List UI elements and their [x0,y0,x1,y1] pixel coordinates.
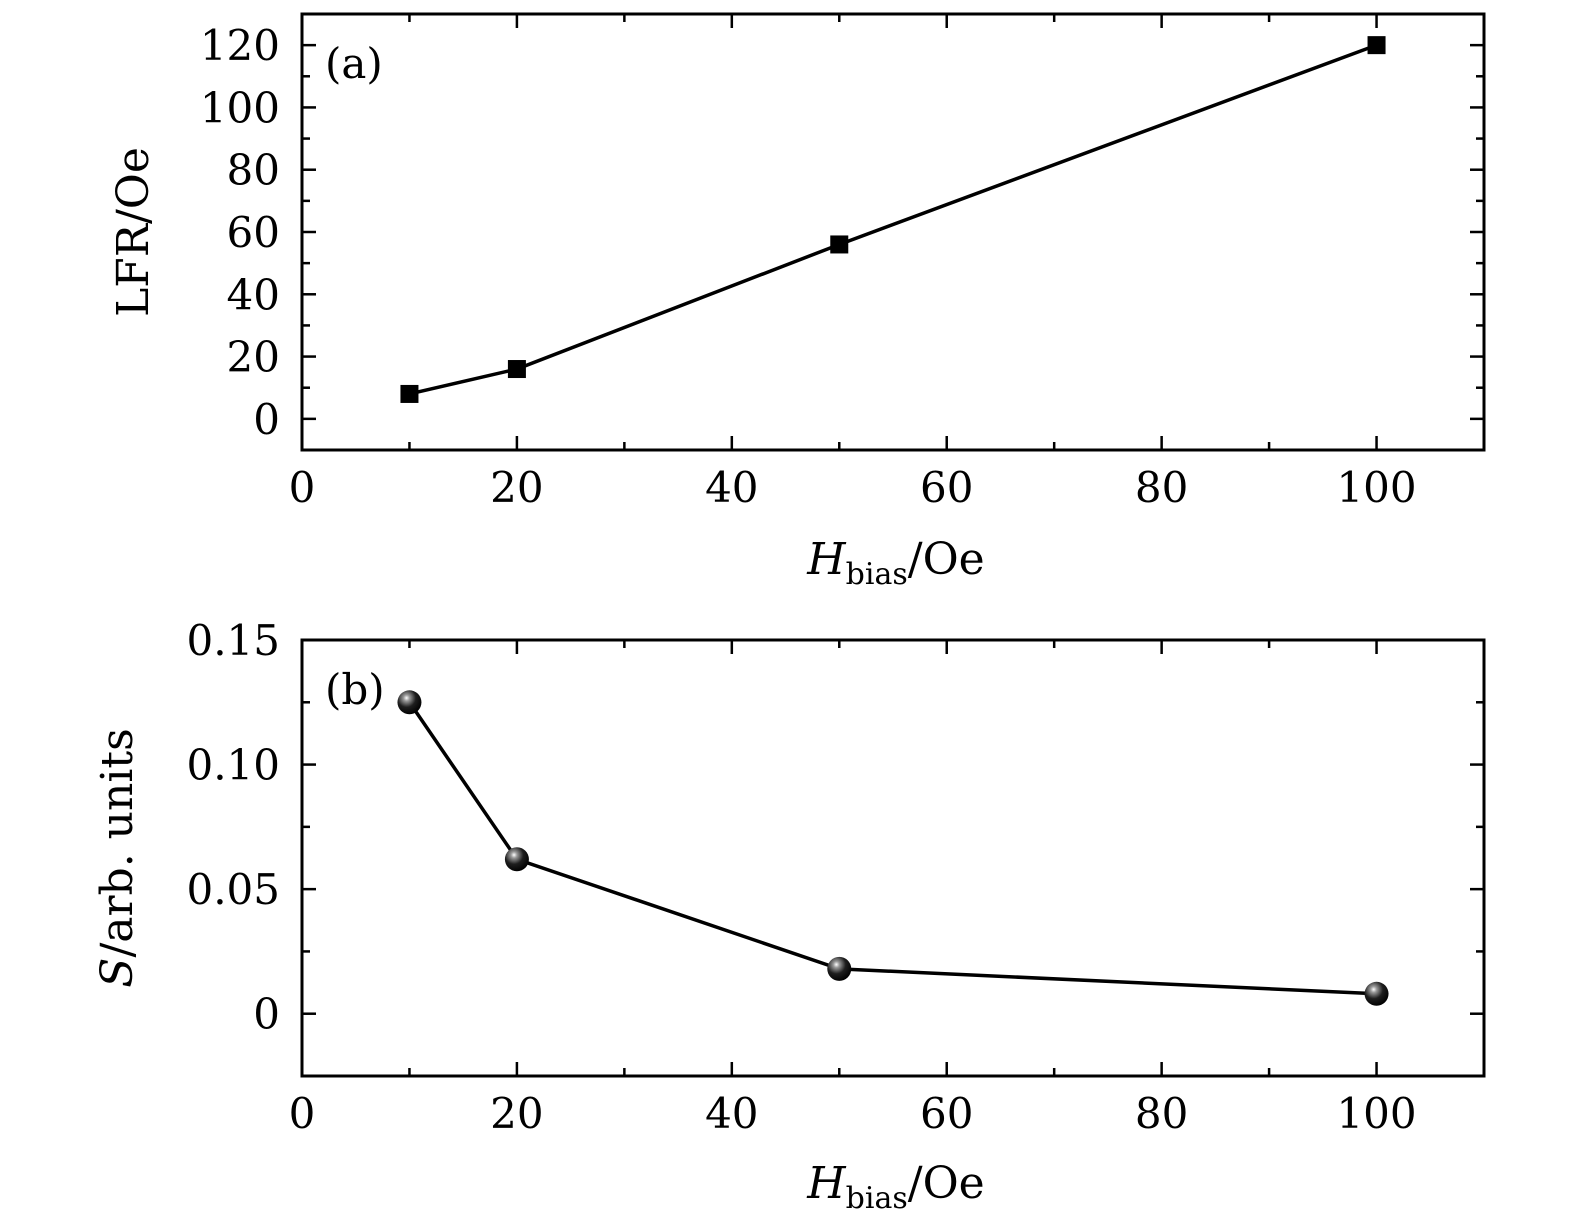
x-axis-title-a-unit: /Oe [908,534,985,585]
x-tick-label-a: 100 [1336,463,1416,512]
panel-label-b: (b) [325,665,385,714]
x-tick-label-a: 80 [1135,463,1188,512]
data-point-b [504,847,529,872]
x-tick-label-a: 60 [920,463,973,512]
x-tick-label-a: 20 [490,463,543,512]
plot-frame-a [300,12,1486,452]
data-point-a [507,360,526,379]
x-tick-label-b: 80 [1135,1089,1188,1138]
y-axis-title-a-unit: /Oe [108,147,159,224]
x-tick-label-b: 100 [1336,1089,1416,1138]
svg-text:LFR/Oe: LFR/Oe [108,147,159,317]
y-tick-label-a: 20 [227,333,280,382]
svg-text:S/arb. units: S/arb. units [92,728,143,987]
plot-frame-b [300,638,1486,1078]
y-tick-label-a: 120 [200,21,280,70]
y-tick-label-b: 0.05 [186,865,280,914]
x-axis-title-a-main: H [806,534,847,585]
x-tick-label-b: 20 [490,1089,543,1138]
x-axis-title-b: Hbias/Oe [806,1158,984,1216]
y-axis-title-a-main: LFR [108,222,159,317]
x-axis-title-b-unit: /Oe [908,1158,985,1209]
y-tick-label-a: 40 [227,270,280,319]
y-tick-label-a: 80 [227,146,280,195]
data-point-b [827,956,852,981]
y-tick-label-a: 60 [227,208,280,257]
series-line-b [408,701,1377,996]
x-tick-label-b: 40 [705,1089,758,1138]
series-line-a [409,43,1378,396]
x-axis-title-a-sub: bias [846,557,908,592]
y-tick-label-b: 0.10 [186,741,280,790]
chart-panel-b: (b) S/arb. units Hbias/Oe 0 20 40 60 80 10000… [92,616,1486,1216]
data-point-b [397,690,422,715]
x-tick-label-a: 40 [705,463,758,512]
panel-label-a: (a) [325,39,383,88]
y-axis-title-b-unit: /arb. units [92,728,143,957]
y-axis-title-a: LFR/Oe [108,147,159,317]
data-point-a [400,384,419,403]
y-tick-label-a: 100 [200,83,280,132]
data-point-b [1364,981,1389,1006]
y-axis-title-b: S/arb. units [92,728,143,987]
x-tick-label-a: 0 [289,463,316,512]
series-a [400,36,1386,403]
x-axis-title-b-sub: bias [846,1181,908,1216]
chart-panel-a: (a) LFR/Oe Hbias/Oe 0 20 40 60 80 100 0 20 40 60 8… [108,12,1486,592]
axis-ticks-a: 0 20 40 60 80 100 0 20 40 60 80 100 120 [200,12,1486,512]
data-point-a [830,235,849,254]
x-axis-title-b-main: H [806,1158,847,1209]
y-tick-label-a: 0 [253,395,280,444]
x-tick-label-b: 0 [289,1089,316,1138]
x-axis-title-a: Hbias/Oe [806,534,984,592]
y-tick-label-b: 0 [253,990,280,1039]
data-point-a [1367,36,1386,55]
y-tick-label-b: 0.15 [186,616,280,665]
x-tick-label-b: 60 [920,1089,973,1138]
series-b [397,690,1389,1006]
axis-ticks-b: 0 20 40 60 80 100 0 0.05 0.10 0.15 [186,616,1486,1138]
y-axis-title-b-main: S [92,958,143,988]
